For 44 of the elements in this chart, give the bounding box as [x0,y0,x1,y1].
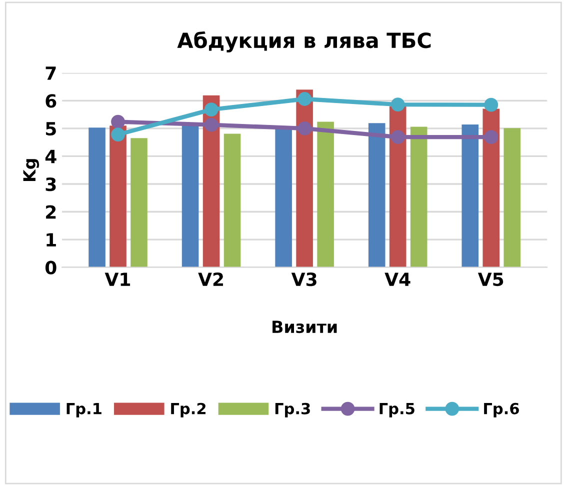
chart-title: Абдукция в лява ТБС [177,31,431,52]
legend-label: Гр.3 [275,402,310,418]
legend-label: Гр.6 [484,402,519,418]
x-tick-label: V2 [198,272,223,286]
y-tick-label: 3 [46,177,56,192]
y-tick-label: 4 [45,150,56,164]
bar [368,123,386,268]
bar [317,122,334,268]
point [390,98,405,112]
point [484,98,498,112]
y-tick-label: 2 [46,205,56,219]
y-tick-label: 7 [46,66,56,80]
legend-label: Гр.5 [380,403,414,418]
bar [182,126,199,268]
x-tick-label: V1 [104,272,130,286]
point [298,92,312,106]
y-tick-label: 5 [46,122,56,136]
x-axis-title: Визити [272,320,337,334]
bar [504,128,520,268]
y-axis-title: Kg [23,159,40,181]
legend-label: Гр.1 [66,403,102,418]
bar [410,126,428,268]
bar [389,106,406,268]
x-tick-label: V3 [291,272,316,286]
y-tick-label: 6 [46,94,56,108]
legend-label: Гр.2 [171,402,206,418]
point [390,130,405,144]
x-tick-label: V4 [384,272,410,286]
point [111,114,125,129]
point [298,122,312,136]
y-tick-label: 0 [45,260,56,274]
bar [224,134,241,268]
point [484,130,498,144]
bar [275,128,292,268]
point [204,102,218,117]
point [111,128,125,142]
bar [462,124,479,268]
point [204,118,218,132]
y-tick-label: 1 [46,233,56,246]
bar [88,128,106,268]
bar [110,126,126,268]
bar [130,138,148,268]
bar [482,108,500,268]
x-tick-label: V5 [478,272,504,286]
